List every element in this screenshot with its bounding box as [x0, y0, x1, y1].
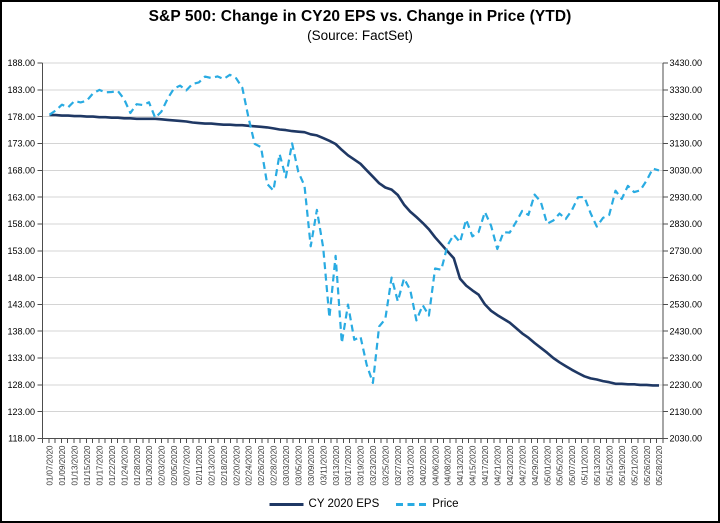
- x-tick-label: 03/31/2020: [406, 445, 415, 486]
- x-tick-label: 02/03/2020: [158, 445, 167, 486]
- legend-item-price: Price: [395, 498, 458, 510]
- x-tick-label: 05/26/2020: [643, 445, 652, 486]
- x-tick-label: 01/24/2020: [120, 445, 129, 486]
- x-tick-label: 02/18/2020: [220, 445, 229, 486]
- y-right-tick-label: 2830.00: [670, 219, 703, 229]
- x-tick-label: 05/15/2020: [605, 445, 614, 486]
- legend-label-price: Price: [432, 498, 459, 510]
- y-right-tick-label: 2130.00: [670, 407, 703, 417]
- y-right-tick-label: 2330.00: [670, 353, 703, 363]
- y-right-tick-label: 3030.00: [670, 165, 703, 175]
- x-tick-label: 02/13/2020: [207, 445, 216, 486]
- x-tick-label: 04/21/2020: [493, 445, 502, 486]
- y-left-tick-label: 118.00: [8, 434, 35, 444]
- x-tick-label: 02/28/2020: [270, 445, 279, 486]
- y-right-tick-label: 2530.00: [670, 300, 703, 310]
- x-tick-label: 04/17/2020: [481, 445, 490, 486]
- x-tick-label: 04/27/2020: [518, 445, 527, 486]
- x-tick-label: 03/25/2020: [382, 445, 391, 486]
- y-left-tick-label: 173.00: [7, 139, 35, 149]
- y-left-tick-label: 158.00: [7, 219, 35, 229]
- eps-line: [49, 113, 659, 387]
- x-tick-label: 02/20/2020: [232, 445, 241, 486]
- y-left-tick-label: 188.00: [7, 58, 35, 68]
- x-tick-label: 01/17/2020: [95, 445, 104, 486]
- legend-label-eps: CY 2020 EPS: [308, 498, 380, 510]
- x-tick-label: 05/28/2020: [655, 445, 664, 486]
- x-tick-label: 04/02/2020: [419, 445, 428, 486]
- x-tick-label: 04/23/2020: [506, 445, 515, 486]
- x-tick-label: 02/05/2020: [170, 445, 179, 486]
- y-right-tick-label: 3330.00: [670, 85, 703, 95]
- x-tick-label: 01/30/2020: [145, 445, 154, 486]
- y-right-tick-label: 2030.00: [670, 434, 703, 444]
- y-left-tick-label: 183.00: [7, 85, 35, 95]
- legend-item-eps: CY 2020 EPS: [268, 498, 380, 510]
- y-left-tick-label: 123.00: [7, 407, 35, 417]
- legend: CY 2020 EPS Price: [40, 495, 686, 513]
- x-tick-label: 03/23/2020: [369, 445, 378, 486]
- y-left-tick-label: 133.00: [7, 353, 35, 363]
- x-tick-label: 05/13/2020: [593, 445, 602, 486]
- x-tick-label: 02/26/2020: [257, 445, 266, 486]
- x-tick-label: 04/15/2020: [469, 445, 478, 486]
- x-tick-label: 03/03/2020: [282, 445, 291, 486]
- y-right-tick-label: 2430.00: [670, 326, 703, 336]
- y-right-tick-label: 3430.00: [670, 58, 703, 68]
- y-right-tick-label: 2230.00: [670, 380, 703, 390]
- x-tick-label: 03/17/2020: [344, 445, 353, 486]
- x-tick-label: 03/11/2020: [319, 445, 328, 485]
- x-tick-label: 03/05/2020: [294, 445, 303, 486]
- x-tick-label: 05/11/2020: [581, 445, 590, 485]
- y-left-tick-label: 153.00: [7, 246, 35, 256]
- x-tick-label: 05/05/2020: [556, 445, 565, 486]
- x-tick-label: 01/15/2020: [83, 445, 92, 486]
- x-tick-label: 03/27/2020: [394, 445, 403, 486]
- y-right-tick-label: 3130.00: [670, 139, 703, 149]
- y-left-tick-label: 138.00: [7, 326, 35, 336]
- eps-solid-line-icon: [269, 502, 304, 506]
- price-line: [48, 73, 660, 384]
- y-left-tick-label: 143.00: [7, 300, 35, 310]
- x-tick-label: 04/13/2020: [456, 445, 465, 486]
- x-tick-label: 02/24/2020: [245, 445, 254, 486]
- y-left-tick-label: 168.00: [7, 165, 35, 175]
- x-tick-label: 03/09/2020: [307, 445, 316, 486]
- price-dashed-line-icon: [396, 502, 428, 506]
- x-tick-label: 05/07/2020: [568, 445, 577, 486]
- x-tick-label: 03/13/2020: [332, 445, 341, 486]
- x-tick-label: 05/21/2020: [630, 445, 639, 486]
- y-left-tick-label: 128.00: [7, 380, 35, 390]
- x-tick-label: 02/07/2020: [183, 445, 192, 486]
- x-tick-label: 01/13/2020: [71, 445, 80, 486]
- x-tick-label: 01/07/2020: [46, 445, 55, 486]
- chart-source-subtitle: (Source: FactSet): [307, 28, 413, 43]
- y-left-tick-label: 163.00: [7, 192, 35, 202]
- x-tick-label: 01/22/2020: [108, 445, 117, 486]
- x-tick-label: 01/09/2020: [58, 445, 67, 486]
- y-left-tick-label: 148.00: [7, 273, 35, 283]
- x-tick-label: 04/29/2020: [531, 445, 540, 486]
- y-right-tick-label: 2930.00: [670, 192, 703, 202]
- y-left-tick-label: 178.00: [7, 112, 35, 122]
- x-tick-label: 05/01/2020: [543, 445, 552, 486]
- x-tick-label: 02/11/2020: [195, 445, 204, 485]
- y-right-tick-label: 3230.00: [670, 112, 703, 122]
- chart-title: S&P 500: Change in CY20 EPS vs. Change i…: [148, 8, 572, 25]
- y-right-tick-label: 2630.00: [670, 273, 703, 283]
- x-tick-label: 03/19/2020: [357, 445, 366, 486]
- x-tick-label: 04/08/2020: [444, 445, 453, 486]
- x-tick-label: 01/28/2020: [133, 445, 142, 486]
- y-right-tick-label: 2730.00: [670, 246, 703, 256]
- x-tick-label: 05/19/2020: [618, 445, 627, 486]
- x-tick-label: 04/06/2020: [431, 445, 440, 486]
